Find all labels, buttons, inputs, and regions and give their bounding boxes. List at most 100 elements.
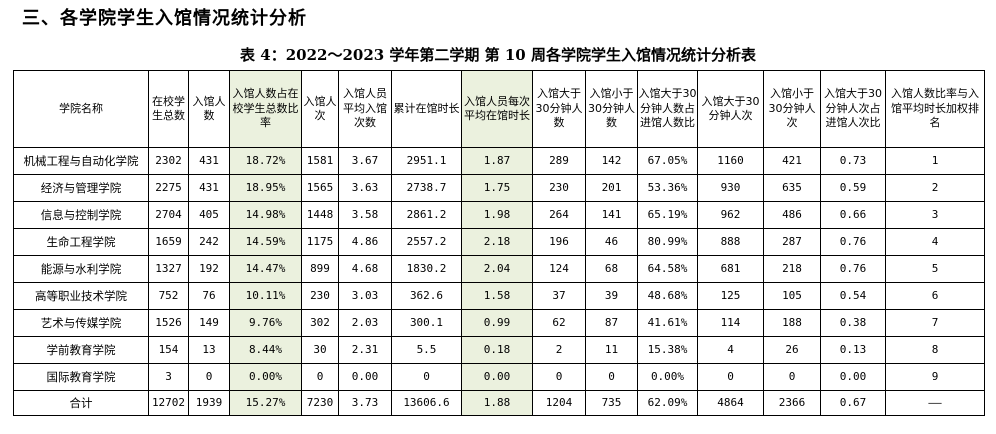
table-cell: 681 [697, 255, 764, 283]
table-cell: 13606.6 [391, 390, 462, 416]
college-name-cell: 艺术与传媒学院 [13, 309, 149, 337]
table-cell: 1.87 [461, 147, 533, 175]
table-cell: 37 [532, 282, 586, 310]
table-cell: 125 [697, 282, 764, 310]
table-cell: 62 [532, 309, 586, 337]
table-cell: 0.13 [820, 336, 886, 364]
table-cell: 242 [188, 228, 230, 256]
college-name-cell: 生命工程学院 [13, 228, 149, 256]
table-row: 生命工程学院 1659 242 14.59% 1175 4.86 2557.2 2.18 196… [13, 228, 985, 256]
table-cell: 18.95% [229, 174, 302, 202]
table-cell: 149 [188, 309, 230, 337]
table-row: 高等职业技术学院 752 76 10.11% 230 3.03 362.6 1.58 37 39 4… [13, 282, 985, 310]
table-cell: 0.67 [820, 390, 886, 416]
table-cell: 752 [148, 282, 189, 310]
table-cell: 2861.2 [391, 201, 462, 229]
stats-table: 学院名称 在校学生总数 入馆人数 入馆人数占在校学生总数比率 入馆人次 入馆人员… [13, 70, 985, 416]
table-row: 国际教育学院 3 0 0.00% 0 0.00 0 0.00 0 0 0.00% 0 0 0.00 9 [13, 363, 985, 391]
table-cell: 154 [148, 336, 189, 364]
table-cell: 888 [697, 228, 764, 256]
table-cell: 0 [585, 363, 638, 391]
table-cell: 2557.2 [391, 228, 462, 256]
header-cell: 入馆人数比率与入馆平均时长加权排名 [885, 70, 985, 148]
table-cell: 10.11% [229, 282, 302, 310]
table-cell: 300.1 [391, 309, 462, 337]
table-cell: 142 [585, 147, 638, 175]
college-name-cell: 高等职业技术学院 [13, 282, 149, 310]
table-cell: 2738.7 [391, 174, 462, 202]
table-cell: 48.68% [637, 282, 698, 310]
table-cell: 1448 [301, 201, 339, 229]
table-cell: 3.63 [338, 174, 392, 202]
table-cell: 7 [885, 309, 985, 337]
header-cell: 入馆人数 [188, 70, 230, 148]
table-cell: 124 [532, 255, 586, 283]
header-cell: 入馆大于30分钟人数 [532, 70, 586, 148]
table-cell: 68 [585, 255, 638, 283]
header-cell: 入馆人员每次平均在馆时长 [461, 70, 533, 148]
table-cell: 302 [301, 309, 339, 337]
table-cell: 0 [391, 363, 462, 391]
table-cell: 2302 [148, 147, 189, 175]
section-title: 三、各学院学生入馆情况统计分析 [22, 8, 307, 29]
table-cell: 0.76 [820, 255, 886, 283]
table-cell: 4.86 [338, 228, 392, 256]
table-cell: 0.54 [820, 282, 886, 310]
table-cell: 1175 [301, 228, 339, 256]
header-cell: 入馆小于30分钟人次 [763, 70, 821, 148]
table-cell: 0.99 [461, 309, 533, 337]
table-cell: 405 [188, 201, 230, 229]
table-cell: 5.5 [391, 336, 462, 364]
table-cell: 362.6 [391, 282, 462, 310]
header-cell: 入馆大于30分钟人数占进馆人数比 [637, 70, 698, 148]
table-cell: 67.05% [637, 147, 698, 175]
table-cell: 1.75 [461, 174, 533, 202]
table-cell: 1 [885, 147, 985, 175]
table-cell: 114 [697, 309, 764, 337]
table-cell: 14.59% [229, 228, 302, 256]
college-name-cell: 国际教育学院 [13, 363, 149, 391]
table-cell: 2 [885, 174, 985, 202]
table-cell: 3.03 [338, 282, 392, 310]
table-cell: 0 [188, 363, 230, 391]
table-cell: 6 [885, 282, 985, 310]
table-cell: 201 [585, 174, 638, 202]
table-cell: 188 [763, 309, 821, 337]
table-cell: 196 [532, 228, 586, 256]
table-row: 能源与水利学院 1327 192 14.47% 899 4.68 1830.2 2.04 124… [13, 255, 985, 283]
table-cell: 230 [532, 174, 586, 202]
table-cell: 87 [585, 309, 638, 337]
table-cell: 3 [885, 201, 985, 229]
table-cell: 0.59 [820, 174, 886, 202]
table-cell: 0.38 [820, 309, 886, 337]
table-cell: 39 [585, 282, 638, 310]
table-cell: 26 [763, 336, 821, 364]
table-cell: 80.99% [637, 228, 698, 256]
table-cell: 1.98 [461, 201, 533, 229]
table-cell: 11 [585, 336, 638, 364]
table-cell: 486 [763, 201, 821, 229]
table-cell: 2.18 [461, 228, 533, 256]
table-cell: 15.27% [229, 390, 302, 416]
table-row: 信息与控制学院 2704 405 14.98% 1448 3.58 2861.2 1.98 26… [13, 201, 985, 229]
table-cell: 1.58 [461, 282, 533, 310]
table-cell: 53.36% [637, 174, 698, 202]
table-cell: 1526 [148, 309, 189, 337]
table-cell: 2704 [148, 201, 189, 229]
table-cell: 4 [697, 336, 764, 364]
table-cell: 431 [188, 147, 230, 175]
table-cell: 4864 [697, 390, 764, 416]
table-cell: 1204 [532, 390, 586, 416]
table-cell: 13 [188, 336, 230, 364]
table-cell: 1830.2 [391, 255, 462, 283]
college-name-cell: 经济与管理学院 [13, 174, 149, 202]
table-cell: 3.73 [338, 390, 392, 416]
college-name-cell: 学前教育学院 [13, 336, 149, 364]
table-cell: 141 [585, 201, 638, 229]
table-cell: 264 [532, 201, 586, 229]
table-cell: 0.00 [820, 363, 886, 391]
table-cell: 1160 [697, 147, 764, 175]
table-cell: 421 [763, 147, 821, 175]
table-cell: 0.73 [820, 147, 886, 175]
table-cell: 899 [301, 255, 339, 283]
